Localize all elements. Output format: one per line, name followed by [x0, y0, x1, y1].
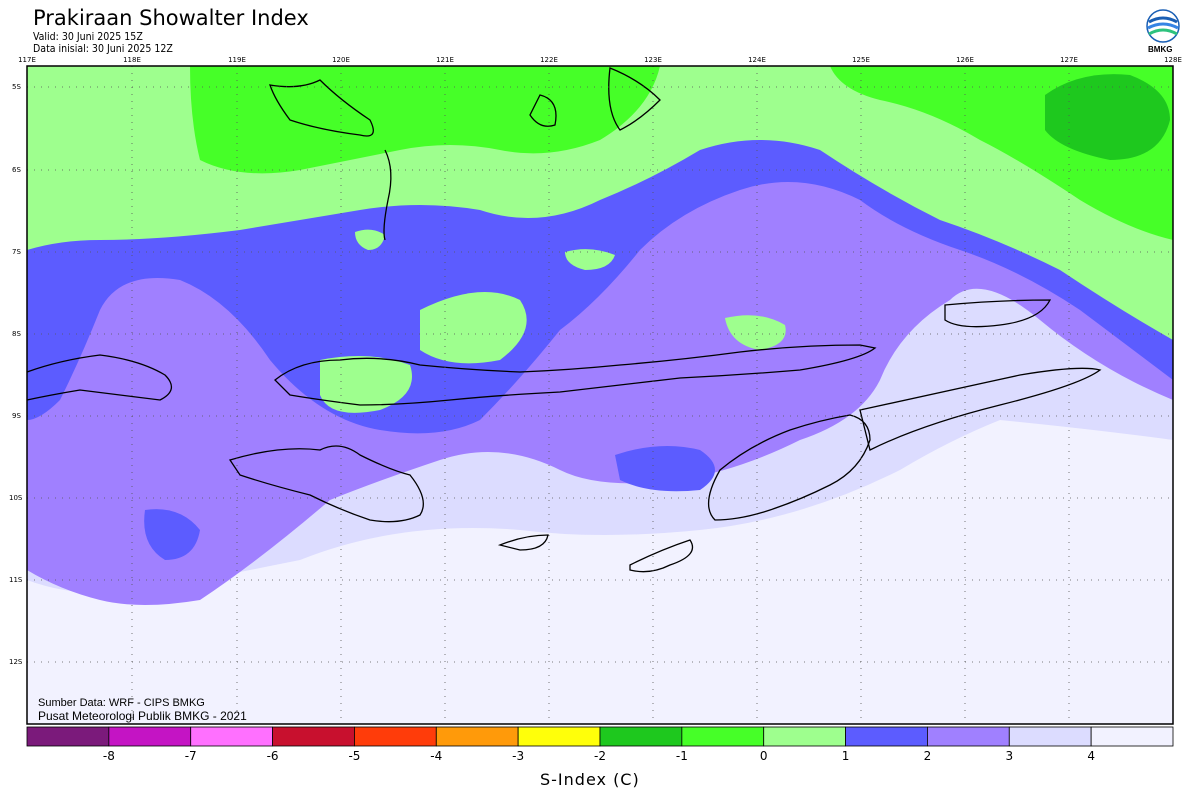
lon-label: 127E [1060, 56, 1078, 64]
colorbar-title: S-Index (C) [540, 770, 640, 789]
producer-credit: Pusat Meteorologi Publik BMKG - 2021 [38, 709, 247, 723]
weak-island-3 [565, 249, 615, 270]
colorbar-swatch [927, 726, 1010, 747]
map-frame [26, 65, 1174, 725]
colorbar-swatch [354, 726, 437, 747]
neutral-blob-south [615, 446, 715, 492]
lat-label: 7S [12, 248, 21, 256]
weak-island-4 [355, 229, 385, 250]
colorbar-swatch [681, 726, 765, 747]
colorbar-tick-label: 4 [1087, 749, 1095, 763]
lon-label: 117E [18, 56, 36, 64]
colorbar-swatch [26, 726, 110, 747]
colorbar-swatch [1008, 726, 1092, 747]
weak-island-5 [320, 356, 412, 413]
lon-label: 123E [644, 56, 662, 64]
colorbar-swatch [763, 726, 846, 747]
colorbar-swatch [435, 726, 519, 747]
colorbar-tick-label: -7 [184, 749, 197, 763]
lon-label: 120E [332, 56, 350, 64]
lon-label: 126E [956, 56, 974, 64]
lon-label: 118E [123, 56, 141, 64]
colorbar-swatch [845, 726, 928, 747]
neutral-blob-west [144, 509, 200, 560]
colorbar-tick-label: -4 [430, 749, 443, 763]
lat-label: 12S [9, 658, 23, 666]
colorbar-tick-label: 2 [923, 749, 932, 763]
graticule [27, 66, 1173, 724]
lon-label: 124E [748, 56, 766, 64]
colorbar-tick-label: 3 [1005, 749, 1014, 763]
index-field [27, 66, 1173, 724]
lat-label: 5S [12, 83, 21, 91]
map-title: Prakiraan Showalter Index [33, 6, 309, 30]
valid-time: Valid: 30 Juni 2025 15Z [33, 31, 143, 43]
data-source: Sumber Data: WRF - CIPS BMKG [38, 697, 205, 709]
colorbar-tick-label: -5 [348, 749, 361, 763]
lon-label: 125E [852, 56, 870, 64]
colorbar-swatch [599, 726, 683, 747]
coastlines [26, 67, 1102, 573]
colorbar-tick-label: 0 [759, 749, 768, 763]
lat-label: 10S [9, 494, 23, 502]
weak-island-2 [725, 315, 786, 350]
colorbar-swatch [517, 726, 601, 747]
colorbar-tick-label: -1 [675, 749, 688, 763]
colorbar-swatch [190, 726, 273, 747]
colorbar-swatch [108, 726, 192, 747]
colorbar-tick-label: -6 [266, 749, 279, 763]
weak-island-1 [420, 292, 527, 364]
colorbar-tick-label: -2 [594, 749, 606, 763]
colorbar-tick-label: -8 [102, 749, 115, 763]
lon-label: 121E [436, 56, 454, 64]
colorbar-swatch [272, 726, 355, 747]
lon-label: 128E [1164, 56, 1182, 64]
bmkg-logo [1146, 9, 1180, 43]
init-time: Data inisial: 30 Juni 2025 12Z [33, 43, 173, 55]
strong-region [1045, 74, 1170, 160]
lat-label: 8S [12, 330, 21, 338]
latitude-labels: 5S 6S 7S 8S 9S 10S 11S 12S [9, 83, 23, 666]
lon-label: 119E [228, 56, 246, 64]
lon-label: 122E [540, 56, 558, 64]
longitude-labels: 117E 118E 119E 120E 121E 122E 123E 124E … [18, 56, 1182, 64]
lat-label: 9S [12, 412, 21, 420]
logo-text: BMKG [1148, 45, 1173, 54]
colorbar-swatch [1090, 726, 1174, 747]
colorbar-tick-label: -3 [512, 749, 525, 763]
colorbar-tick-label: 1 [841, 749, 850, 763]
moderate-region [190, 66, 660, 174]
lat-label: 6S [12, 166, 21, 174]
colorbar [26, 726, 1174, 747]
lat-label: 11S [9, 576, 23, 584]
